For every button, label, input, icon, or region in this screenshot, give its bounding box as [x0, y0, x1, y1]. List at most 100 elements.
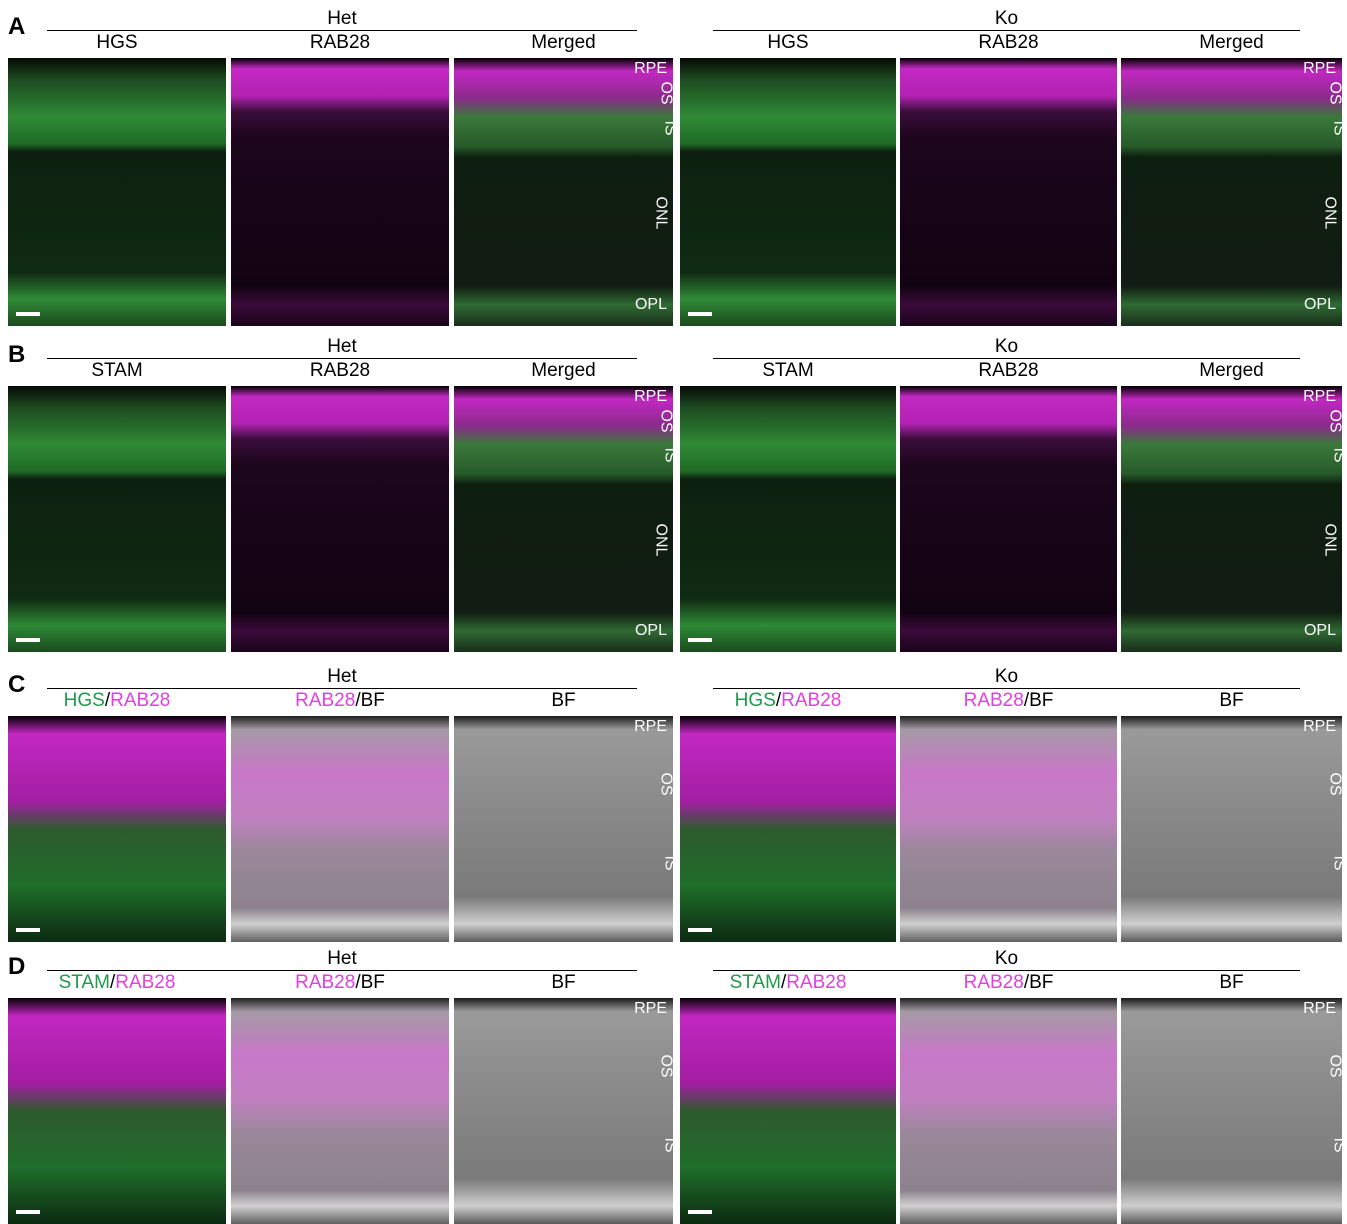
scale-bar: [16, 1210, 40, 1214]
label-part: Merged: [1199, 360, 1264, 381]
micrograph: [680, 386, 896, 652]
layer-label: ONL: [652, 523, 670, 557]
scale-bar: [16, 928, 40, 932]
condition-header: Ko: [994, 666, 1019, 687]
column-label: HGS: [8, 32, 226, 54]
column-label: HGS/RAB28: [8, 690, 226, 712]
label-part: HGS: [96, 32, 138, 53]
label-part: /BF: [355, 690, 385, 711]
column-label: RAB28: [231, 32, 449, 54]
scale-bar: [688, 928, 712, 932]
column-label: RAB28: [900, 360, 1117, 382]
label-part: /: [109, 972, 116, 993]
micrograph: [680, 58, 896, 326]
layer-label: RPE: [634, 59, 667, 77]
scale-bar: [688, 1210, 712, 1214]
layer-label: OPL: [1303, 621, 1336, 639]
micrograph: RPE OS IS: [454, 716, 673, 942]
label-part: Merged: [531, 32, 596, 53]
label-part: HGS: [63, 690, 105, 711]
label-part: BF: [1219, 690, 1244, 711]
label-part: RAB28: [963, 690, 1024, 711]
column-label: STAM/RAB28: [8, 972, 226, 994]
micrograph: RPE OS IS ONL OPL: [454, 386, 673, 652]
micrograph: [231, 716, 449, 942]
label-part: STAM: [729, 972, 781, 993]
layer-label: RPE: [634, 387, 667, 405]
micrograph: RPE OS IS ONL OPL: [1121, 58, 1342, 326]
micrograph: [900, 716, 1117, 942]
micrograph: [231, 58, 449, 326]
layer-label: IS: [1330, 447, 1342, 463]
label-part: RAB28: [115, 972, 176, 993]
column-label: Merged: [1121, 360, 1342, 382]
column-label: RAB28: [900, 32, 1117, 54]
column-label: RAB28: [231, 360, 449, 382]
label-part: /BF: [1023, 690, 1054, 711]
label-part: BF: [1219, 972, 1244, 993]
header-rule: [713, 30, 1300, 31]
column-label: RAB28/BF: [900, 972, 1117, 994]
micrograph: RPE OS IS: [454, 998, 673, 1224]
label-part: RAB28: [309, 360, 371, 381]
layer-label: OS: [657, 1054, 673, 1078]
label-part: RAB28: [110, 690, 171, 711]
label-part: RAB28: [781, 690, 842, 711]
label-part: BF: [551, 690, 576, 711]
layer-label: OS: [1326, 81, 1342, 105]
column-label: RAB28/BF: [900, 690, 1117, 712]
micrograph: [231, 998, 449, 1224]
layer-label: OS: [657, 772, 673, 796]
condition-header: Ko: [994, 8, 1019, 29]
column-label: HGS: [680, 32, 896, 54]
micrograph: [231, 386, 449, 652]
micrograph: [680, 716, 896, 942]
layer-label: OS: [1326, 409, 1342, 433]
column-label: BF: [1121, 972, 1342, 994]
micrograph: [900, 386, 1117, 652]
panel-letter: B: [8, 341, 26, 368]
condition-header: Het: [327, 8, 357, 29]
scale-bar: [16, 312, 40, 316]
micrograph: [8, 716, 226, 942]
column-label: BF: [454, 972, 673, 994]
condition-header: Het: [327, 336, 357, 357]
condition-header: Ko: [994, 948, 1019, 969]
layer-label: IS: [661, 855, 673, 871]
label-part: HGS: [767, 32, 809, 53]
micrograph: RPE OS IS: [1121, 998, 1342, 1224]
header-rule: [47, 688, 637, 689]
label-part: RAB28: [309, 32, 371, 53]
scale-bar: [688, 312, 712, 316]
label-part: HGS: [734, 690, 776, 711]
column-label: Merged: [454, 360, 673, 382]
header-rule: [47, 30, 637, 31]
column-label: Merged: [1121, 32, 1342, 54]
column-label: RAB28/BF: [231, 690, 449, 712]
column-label: Merged: [454, 32, 673, 54]
micrograph: [680, 998, 896, 1224]
condition-header: Het: [327, 666, 357, 687]
label-part: /: [780, 972, 787, 993]
layer-label: OS: [657, 409, 673, 433]
condition-header: Het: [327, 948, 357, 969]
label-part: RAB28: [978, 32, 1039, 53]
micrograph: RPE OS IS ONL OPL: [454, 58, 673, 326]
label-part: Merged: [1199, 32, 1264, 53]
layer-label: OS: [1326, 772, 1342, 796]
panel-letter: C: [8, 671, 26, 698]
label-part: /: [104, 690, 111, 711]
column-label: STAM: [8, 360, 226, 382]
panel-letter: A: [8, 13, 26, 40]
layer-label: IS: [1330, 120, 1342, 136]
layer-label: IS: [661, 120, 673, 136]
label-part: /: [775, 690, 782, 711]
layer-label: ONL: [1321, 523, 1339, 557]
layer-label: OS: [657, 81, 673, 105]
micrograph: [8, 386, 226, 652]
label-part: /BF: [355, 972, 385, 993]
column-label: STAM: [680, 360, 896, 382]
layer-label: IS: [661, 1137, 673, 1153]
label-part: STAM: [91, 360, 143, 381]
